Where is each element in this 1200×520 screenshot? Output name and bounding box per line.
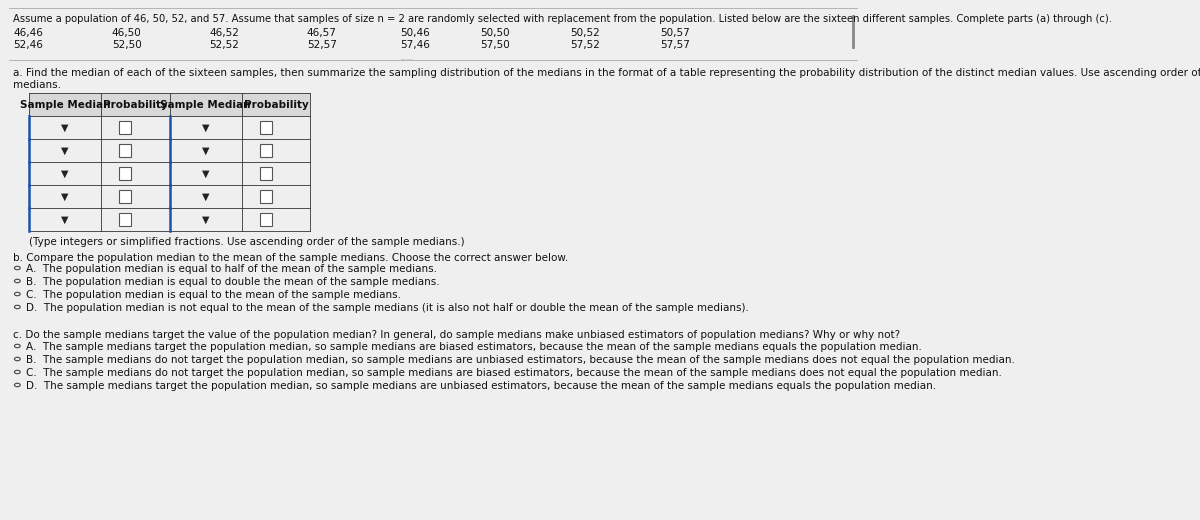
Text: 52,52: 52,52 <box>209 40 239 50</box>
Bar <box>260 144 271 157</box>
Text: 52,57: 52,57 <box>307 40 337 50</box>
Text: 52,50: 52,50 <box>112 40 142 50</box>
Bar <box>119 167 131 180</box>
Bar <box>260 121 271 134</box>
Text: ▼: ▼ <box>61 146 68 155</box>
Text: 50,57: 50,57 <box>660 28 690 38</box>
Bar <box>119 213 131 226</box>
Text: 50,50: 50,50 <box>480 28 510 38</box>
Text: b. Compare the population median to the mean of the sample medians. Choose the c: b. Compare the population median to the … <box>13 253 569 263</box>
Text: Probability: Probability <box>244 99 308 110</box>
Text: 57,52: 57,52 <box>570 40 600 50</box>
Text: medians.: medians. <box>13 80 61 90</box>
Text: 50,46: 50,46 <box>401 28 431 38</box>
Text: 57,50: 57,50 <box>480 40 510 50</box>
Text: 52,46: 52,46 <box>13 40 43 50</box>
Text: a. Find the median of each of the sixteen samples, then summarize the sampling d: a. Find the median of each of the sixtee… <box>13 68 1200 78</box>
Bar <box>260 167 271 180</box>
Text: 57,46: 57,46 <box>401 40 431 50</box>
Text: B.  The population median is equal to double the mean of the sample medians.: B. The population median is equal to dou… <box>26 277 439 287</box>
Bar <box>260 190 271 203</box>
Bar <box>260 213 271 226</box>
Bar <box>29 93 311 116</box>
Text: ▼: ▼ <box>61 191 68 202</box>
Text: A.  The population median is equal to half of the mean of the sample medians.: A. The population median is equal to hal… <box>26 264 437 274</box>
Text: ▼: ▼ <box>61 168 68 178</box>
Text: ▼: ▼ <box>202 168 210 178</box>
Text: 46,57: 46,57 <box>307 28 337 38</box>
Text: ▼: ▼ <box>61 123 68 133</box>
Text: .....: ..... <box>401 53 414 62</box>
Text: ▼: ▼ <box>202 191 210 202</box>
Text: 57,57: 57,57 <box>660 40 690 50</box>
Bar <box>119 121 131 134</box>
Text: A.  The sample medians target the population median, so sample medians are biase: A. The sample medians target the populat… <box>26 342 922 352</box>
Text: C.  The sample medians do not target the population median, so sample medians ar: C. The sample medians do not target the … <box>26 368 1002 378</box>
Text: ▼: ▼ <box>61 215 68 225</box>
Text: 46,50: 46,50 <box>112 28 142 38</box>
Text: 46,46: 46,46 <box>13 28 43 38</box>
Text: Assume a population of 46, 50, 52, and 57. Assume that samples of size n = 2 are: Assume a population of 46, 50, 52, and 5… <box>13 14 1112 24</box>
Text: c. Do the sample medians target the value of the population median? In general, : c. Do the sample medians target the valu… <box>13 330 900 340</box>
Text: D.  The population median is not equal to the mean of the sample medians (it is : D. The population median is not equal to… <box>26 303 749 313</box>
Text: Probability: Probability <box>103 99 168 110</box>
Text: (Type integers or simplified fractions. Use ascending order of the sample median: (Type integers or simplified fractions. … <box>29 237 464 247</box>
Text: 50,52: 50,52 <box>570 28 600 38</box>
Text: B.  The sample medians do not target the population median, so sample medians ar: B. The sample medians do not target the … <box>26 355 1015 365</box>
Text: Sample Median: Sample Median <box>161 99 251 110</box>
Bar <box>119 190 131 203</box>
Text: ▼: ▼ <box>202 146 210 155</box>
Text: ▼: ▼ <box>202 215 210 225</box>
Text: 46,52: 46,52 <box>209 28 239 38</box>
Text: D.  The sample medians target the population median, so sample medians are unbia: D. The sample medians target the populat… <box>26 381 936 391</box>
Text: Sample Median: Sample Median <box>19 99 110 110</box>
Text: ▼: ▼ <box>202 123 210 133</box>
Bar <box>119 144 131 157</box>
Text: C.  The population median is equal to the mean of the sample medians.: C. The population median is equal to the… <box>26 290 401 300</box>
